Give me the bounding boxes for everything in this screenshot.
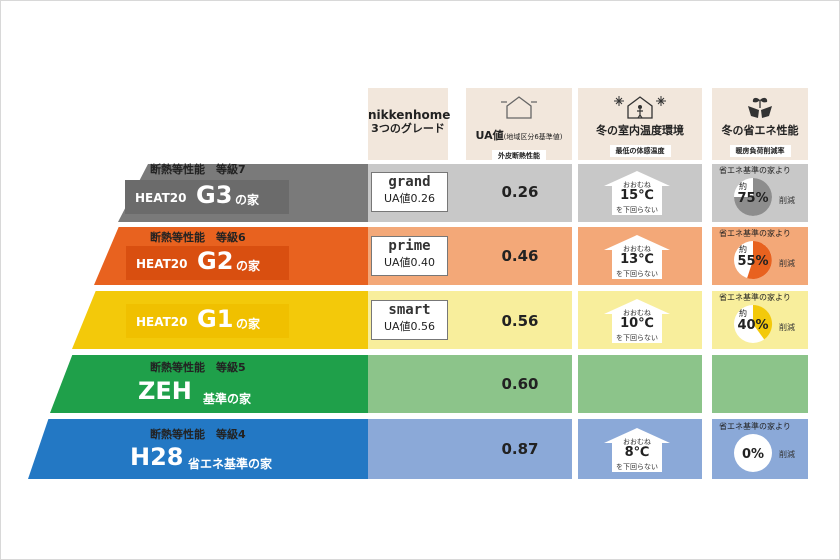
row-g2-pie-chart bbox=[734, 241, 772, 279]
row-g1-pie-chart bbox=[734, 304, 773, 343]
row-h28-big: H28 bbox=[130, 443, 184, 471]
row-g3-logo-box: grand UA値0.26 bbox=[371, 172, 448, 212]
grade-label: 3つのグレード bbox=[371, 122, 445, 135]
save-title: 冬の省エネ性能 bbox=[721, 124, 799, 137]
prime-logo: prime bbox=[388, 238, 431, 254]
house-shape-icon bbox=[604, 171, 670, 215]
row-g2-save-tail: 削減 bbox=[779, 259, 795, 268]
row-g3-ua-cell bbox=[466, 164, 572, 222]
save-sub: 暖房負荷削減率 bbox=[729, 145, 791, 157]
header-ua: UA値(地域区分6基準値) 外皮断熱性能 bbox=[466, 88, 572, 162]
row-g1-ua-label: UA値0.56 bbox=[383, 320, 436, 333]
house-shape-icon bbox=[604, 428, 670, 472]
row-g2-ua-label: UA値0.40 bbox=[383, 256, 436, 269]
row-g3-pie: 約 75% bbox=[733, 177, 773, 217]
row-zeh-ua-value: 0.60 bbox=[501, 375, 539, 393]
brand-name: nikkenhome bbox=[368, 108, 451, 122]
row-h28-temp-house: おおむね 8℃ を下回らない bbox=[602, 427, 672, 473]
header-save: 冬の省エネ性能 暖房負荷削減率 bbox=[712, 88, 808, 160]
row-g2-title: HEAT20 G2 の家 bbox=[126, 246, 289, 280]
row-zeh-grade-cell bbox=[368, 355, 466, 413]
row-g3-ua-value: 0.26 bbox=[501, 183, 539, 201]
row-g3-ua-label: UA値0.26 bbox=[383, 192, 436, 205]
row-zeh-save-cell bbox=[712, 355, 808, 413]
house-shape-icon bbox=[604, 299, 670, 343]
row-g2-logo-box: prime UA値0.40 bbox=[371, 236, 448, 276]
house-outline-icon bbox=[501, 92, 537, 119]
house-shape-icon bbox=[604, 235, 670, 279]
ua-title: UA値 bbox=[475, 129, 504, 142]
row-g1-title: HEAT20 G1 の家 bbox=[126, 304, 289, 338]
row-h28-suffix: 省エネ基準の家 bbox=[188, 457, 273, 471]
row-h28-grade-cell bbox=[368, 419, 466, 479]
row-g1-temp-house: おおむね 10℃ を下回らない bbox=[602, 298, 672, 344]
temp-sub: 最低の体感温度 bbox=[609, 145, 671, 157]
row-zeh-suffix: 基準の家 bbox=[203, 392, 252, 406]
row-h28-tag: 断熱等性能 等級4 bbox=[150, 428, 246, 441]
row-g1-save-head: 省エネ基準の家より bbox=[719, 293, 791, 302]
row-g1-logo-box: smart UA値0.56 bbox=[371, 300, 448, 340]
header-temp: 冬の室内温度環境 最低の体感温度 bbox=[578, 88, 702, 160]
house-person-sun-icon bbox=[614, 96, 666, 119]
row-h28-band bbox=[28, 419, 368, 479]
row-h28-pie-chart bbox=[734, 434, 772, 472]
row-g1-pie: 約 40% bbox=[733, 304, 773, 344]
row-g2-pie: 約 55% bbox=[733, 240, 773, 280]
temp-title: 冬の室内温度環境 bbox=[596, 124, 684, 137]
grand-logo: grand bbox=[388, 174, 431, 190]
row-g3-tag: 断熱等性能 等級7 bbox=[150, 163, 246, 176]
row-h28-save-head: 省エネ基準の家より bbox=[719, 422, 791, 431]
header-grade: nikkenhome 3つのグレード bbox=[368, 88, 451, 160]
ua-note: (地域区分6基準値) bbox=[503, 133, 563, 141]
row-h28-ua-value: 0.87 bbox=[501, 440, 539, 458]
row-g2-ua-cell bbox=[466, 227, 572, 285]
ua-sub: 外皮断熱性能 bbox=[492, 150, 546, 162]
row-h28-save-tail: 削減 bbox=[779, 450, 795, 459]
row-g2-save-head: 省エネ基準の家より bbox=[719, 229, 791, 238]
hands-sprout-icon bbox=[748, 97, 772, 118]
row-zeh-tag: 断熱等性能 等級5 bbox=[150, 361, 246, 374]
smart-logo: smart bbox=[388, 302, 431, 318]
row-g3-title: HEAT20 G3 の家 bbox=[125, 180, 289, 214]
row-g3-pie-chart bbox=[734, 178, 772, 216]
row-zeh-temp-cell bbox=[578, 355, 702, 413]
row-g1-ua-value: 0.56 bbox=[501, 312, 539, 330]
row-g2-temp-house: おおむね 13℃ を下回らない bbox=[602, 234, 672, 280]
row-zeh-big: ZEH bbox=[138, 377, 192, 405]
row-g3-save-head: 省エネ基準の家より bbox=[719, 166, 791, 175]
row-g1-save-tail: 削減 bbox=[779, 323, 795, 332]
row-g1-ua-cell bbox=[466, 291, 572, 349]
row-h28-ua-cell bbox=[466, 419, 572, 479]
row-g3-save-tail: 削減 bbox=[779, 196, 795, 205]
row-zeh-band bbox=[50, 355, 368, 413]
row-zeh-ua-cell bbox=[466, 355, 572, 413]
row-g2-ua-value: 0.46 bbox=[501, 247, 539, 265]
row-h28-pie: 0% bbox=[733, 433, 773, 473]
row-g2-tag: 断熱等性能 等級6 bbox=[150, 231, 246, 244]
row-g3-temp-house: おおむね 15℃ を下回らない bbox=[602, 170, 672, 216]
